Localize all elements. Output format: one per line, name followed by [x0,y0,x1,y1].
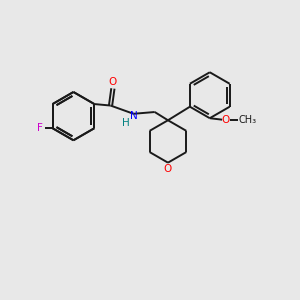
Text: F: F [37,123,43,133]
Text: H: H [122,118,130,128]
Text: O: O [109,77,117,87]
Text: O: O [222,115,230,125]
Text: O: O [164,164,172,173]
Text: N: N [130,111,137,121]
Text: CH₃: CH₃ [238,115,256,125]
